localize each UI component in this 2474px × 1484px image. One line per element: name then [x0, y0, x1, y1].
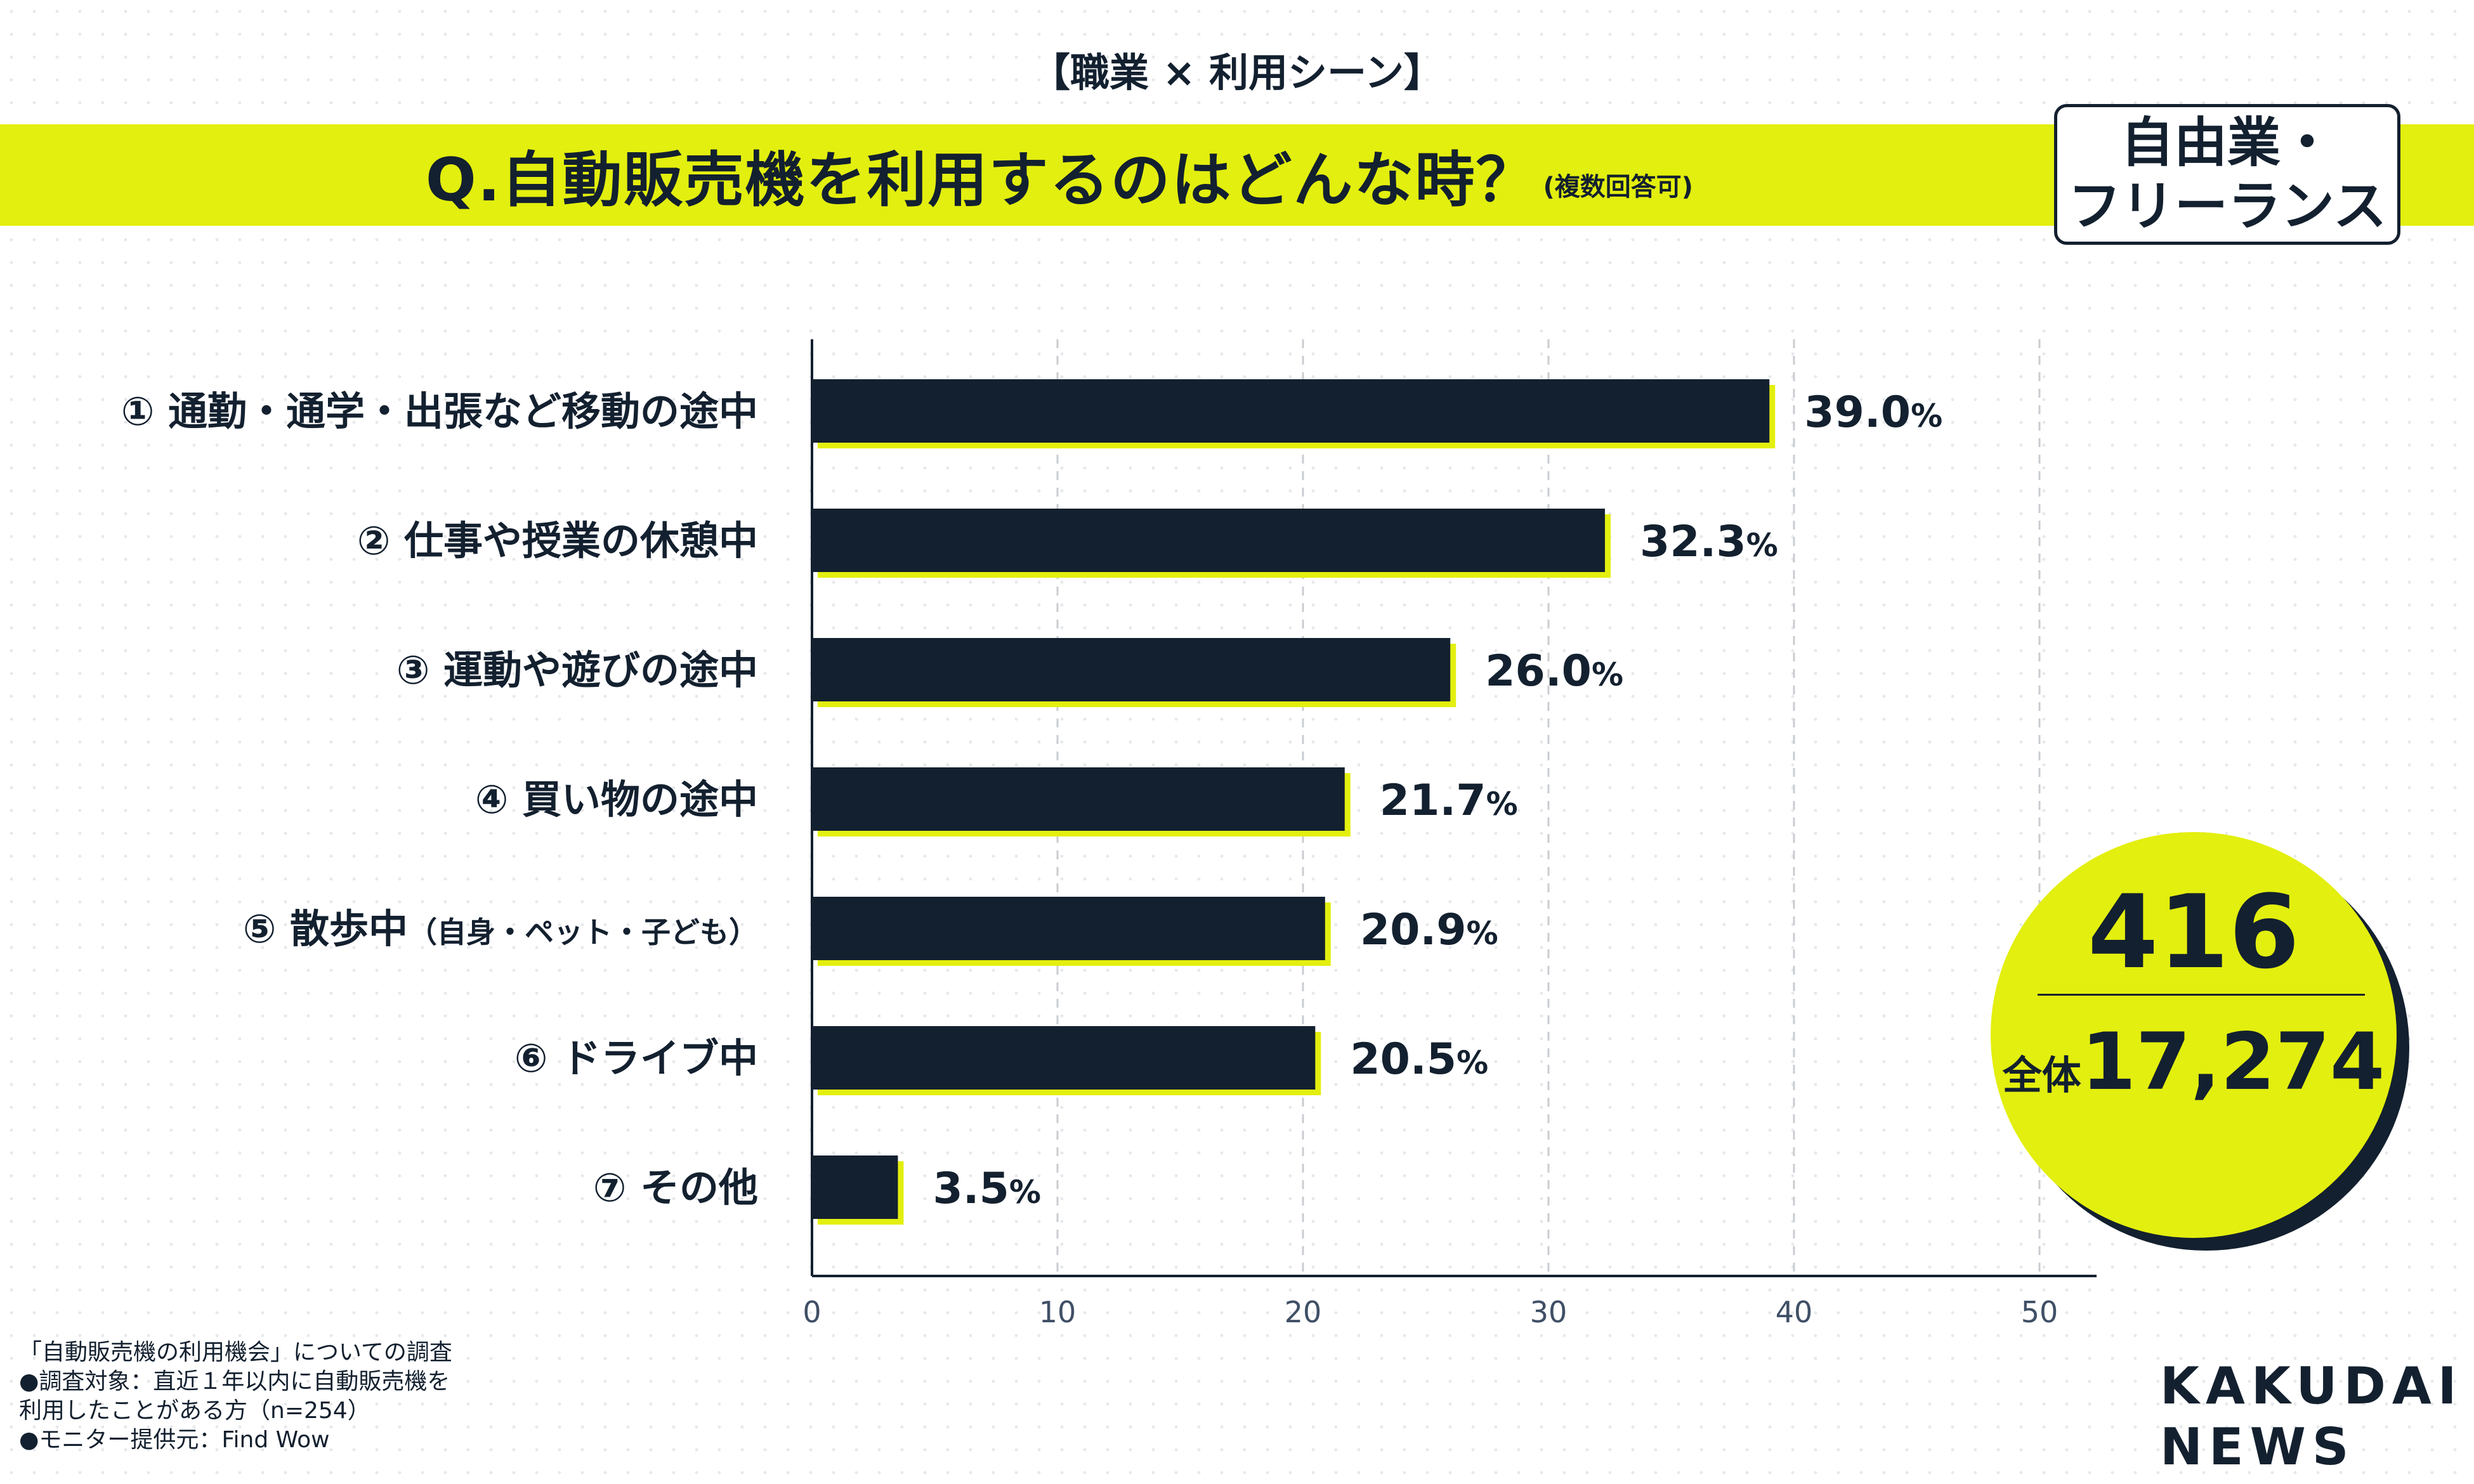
bar [812, 638, 1451, 701]
category-label: ① 通勤・通学・出張など移動の途中 [121, 388, 758, 434]
sample-divider [2038, 994, 2365, 996]
value-label: 21.7% [1380, 776, 1518, 826]
footnotes: 「自動販売機の利用機会」についての調査 ●調査対象：直近１年以内に自動販売機を … [19, 1338, 452, 1455]
x-tick-label: 30 [1530, 1295, 1568, 1329]
x-tick-label: 50 [2021, 1295, 2058, 1329]
category-label: ② 仕事や授業の休憩中 [357, 517, 758, 564]
footnote-line: ●調査対象：直近１年以内に自動販売機を [19, 1369, 450, 1395]
brand-logo: KAKUDAI NEWS [2160, 1356, 2463, 1478]
category-label: ⑦ その他 [593, 1164, 758, 1211]
occupation-badge: 自由業・ フリーランス [2054, 104, 2400, 245]
x-tick-label: 0 [802, 1295, 821, 1329]
total-sample-label: 全体 [2002, 1052, 2081, 1098]
bar [812, 1155, 898, 1219]
bar [812, 897, 1325, 960]
value-label: 32.3% [1640, 517, 1778, 567]
category-label: ⑤ 散歩中（自身・ペット・子ども） [243, 906, 758, 952]
logo-line2: NEWS [2160, 1417, 2355, 1476]
x-tick-label: 40 [1776, 1295, 1813, 1329]
total-sample-row: 全体17,274 [1991, 1012, 2397, 1136]
sample-size-value: 416 [2088, 873, 2300, 991]
footnote-line: 利用したことがある方（n=254） [19, 1398, 370, 1424]
category-label: ⑥ ドライブ中 [514, 1035, 758, 1081]
question-text: Q.自動販売機を利用するのはどんな時？ [425, 146, 1537, 215]
x-tick-label: 20 [1285, 1295, 1322, 1329]
x-tick-label: 10 [1039, 1295, 1077, 1329]
chart-subtitle: 【職業 × 利用シーン】 [1030, 49, 1444, 96]
bar [812, 379, 1770, 443]
occupation-badge-line1: 自由業・ [2120, 112, 2334, 174]
value-label: 20.9% [1360, 905, 1498, 955]
bar [812, 1026, 1316, 1090]
bar [812, 767, 1345, 831]
value-label: 20.5% [1350, 1034, 1488, 1084]
logo-line1: KAKUDAI [2160, 1357, 2463, 1416]
sample-circle [1991, 832, 2397, 1238]
value-label: 26.0% [1485, 646, 1623, 696]
occupation-badge-line2: フリーランス [2067, 175, 2387, 237]
total-sample-value: 17,274 [2081, 1017, 2385, 1108]
question-title: Q.自動販売機を利用するのはどんな時？ (複数回答可) [0, 124, 2119, 226]
question-note: (複数回答可) [1543, 172, 1694, 202]
category-label: ④ 買い物の途中 [475, 776, 758, 823]
footnote-line: 「自動販売機の利用機会」についての調査 [19, 1339, 452, 1365]
value-label: 39.0% [1804, 387, 1942, 438]
bar [812, 509, 1606, 572]
footnote-line: ●モニター提供元：Find Wow [19, 1427, 330, 1453]
category-label: ③ 運動や遊びの途中 [396, 647, 758, 693]
value-label: 3.5% [933, 1164, 1041, 1214]
